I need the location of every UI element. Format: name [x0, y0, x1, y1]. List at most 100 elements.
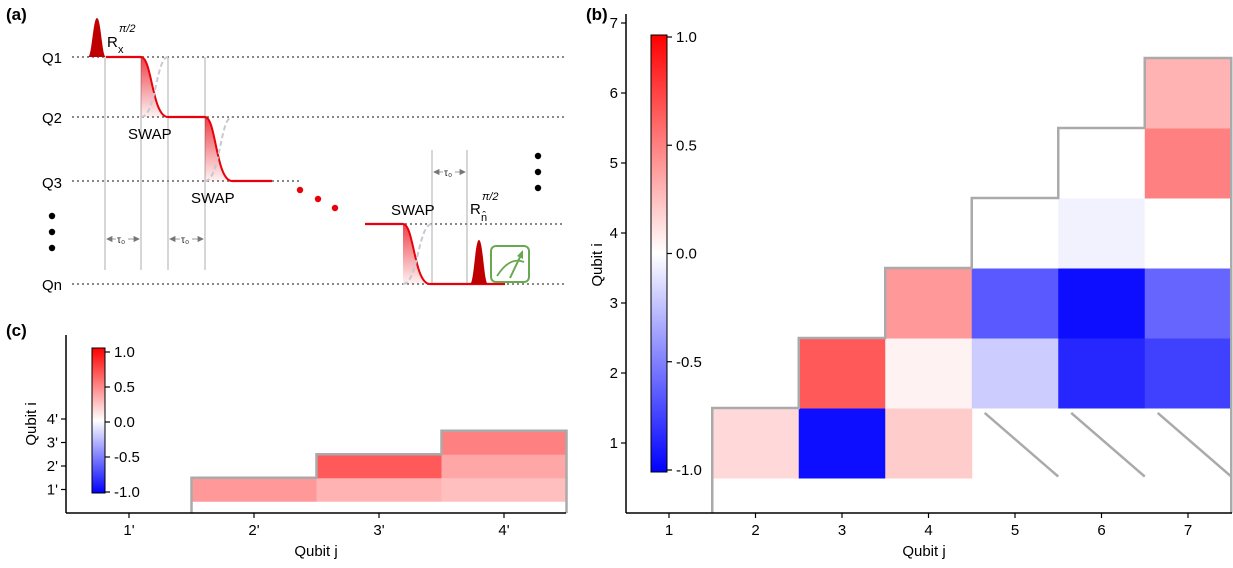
heatmap-cell: [1144, 128, 1232, 199]
colorbar-tick-label: -0.5: [114, 449, 140, 466]
heatmap-cell: [971, 338, 1059, 409]
x-tick-label: 1': [123, 522, 134, 539]
x-tick-label: 7: [1184, 522, 1192, 539]
heatmap-cell: [316, 477, 442, 502]
heatmap-b-xlabel: Qubit j: [902, 543, 945, 560]
heatmap-cell: [1144, 338, 1232, 409]
qubit-label-q1: Q1: [42, 50, 62, 67]
heatmap-cell: [1144, 268, 1232, 339]
heatmap-cell: [191, 477, 317, 502]
panel-label-a: (a): [6, 5, 27, 24]
heatmap-cell: [441, 454, 567, 479]
panel-label-c: (c): [6, 321, 27, 340]
swap-gate-n: [403, 224, 430, 284]
heatmap-b-boundary: [711, 56, 1233, 513]
colorbar-tick-label: 0.0: [114, 414, 135, 431]
heatmap-b-hatched: [983, 411, 1233, 478]
rn-pulse: [470, 240, 488, 284]
heatmap-cell: [1144, 58, 1232, 129]
heatmap-b-panel: (b) 1 2 3 4 5 6 7 1 2 3 4 5 6 7 Qubit j Qubit i 1.0 0…: [586, 5, 1233, 560]
colorbar-tick-label: 1.0: [114, 344, 135, 361]
heatmap-c-axes: [65, 335, 566, 514]
heatmap-c-xlabel: Qubit j: [294, 543, 337, 560]
heatmap-cell: [441, 477, 567, 502]
rn-superscript: π/2: [482, 191, 499, 203]
qubit-label-q3: Q3: [42, 175, 62, 192]
heatmap-cell: [1144, 198, 1232, 269]
y-tick-label: 4: [610, 225, 618, 242]
heatmap-cell: [1058, 128, 1146, 199]
heatmap-cell: [1058, 268, 1146, 339]
qubit-label-qn: Qn: [42, 277, 62, 294]
y-tick-label: 6: [610, 85, 618, 102]
colorbar-tick-label: -1.0: [114, 484, 140, 501]
tau-label-2: τ₀: [181, 235, 189, 246]
heatmap-cell: [971, 198, 1059, 269]
y-tick-label: 3': [47, 435, 58, 452]
heatmap-b-ylabel: Qubit i: [589, 243, 606, 286]
colorbar-tick-label: -0.5: [676, 354, 702, 371]
heatmap-b-cells: [712, 58, 1232, 479]
heatmap-cell: [971, 268, 1059, 339]
y-tick-label: 5: [610, 155, 618, 172]
hatch-mark: [983, 411, 1060, 478]
colorbar-b-ticks: 1.0 0.5 0.0 -0.5 -1.0: [667, 29, 702, 479]
ellipsis-left: [48, 212, 56, 252]
heatmap-c-cells: [191, 430, 567, 502]
heatmap-b-xticks: 1 2 3 4 5 6 7: [665, 513, 1192, 539]
y-tick-label: 1: [610, 435, 618, 452]
qubit-label-q2: Q2: [42, 110, 62, 127]
heatmap-c-panel: (c) 1' 2' 3' 4' 1' 2' 3' 4' Qubit j Qubit i 1.…: [6, 321, 568, 560]
measurement-meter-icon: [490, 245, 530, 283]
y-tick-label: 1': [47, 482, 58, 499]
colorbar-tick-label: 0.5: [676, 137, 697, 154]
colorbar-tick-label: -1.0: [676, 462, 702, 479]
heatmap-c-ylabel: Qubit i: [23, 402, 40, 445]
colorbar-c: [91, 347, 106, 494]
y-tick-label: 2: [610, 365, 618, 382]
heatmap-cell: [885, 268, 973, 339]
y-tick-label: 4': [47, 411, 58, 428]
heatmap-cell: [712, 408, 800, 479]
swap-gate-1: [141, 57, 168, 117]
rn-label: R: [470, 201, 481, 218]
hatch-mark: [1156, 411, 1233, 478]
rx-label: R: [107, 34, 118, 51]
rx-subscript: x: [118, 44, 124, 56]
colorbar-c-ticks: 1.0 0.5 0.0 -0.5 -1.0: [105, 344, 140, 501]
hatch-mark: [1070, 411, 1146, 478]
heatmap-cell: [885, 338, 973, 409]
ellipsis-right: [534, 152, 542, 192]
heatmap-cell: [798, 408, 886, 479]
colorbar-b: [650, 34, 668, 473]
heatmap-c-yticks: 1' 2' 3' 4': [47, 411, 66, 499]
colorbar-tick-label: 1.0: [676, 29, 697, 46]
x-tick-label: 2': [248, 522, 259, 539]
panel-label-b: (b): [586, 5, 608, 24]
ellipsis-red: [296, 186, 339, 212]
tau-label-3: τ₀: [444, 168, 452, 179]
heatmap-c-xticks: 1' 2' 3' 4': [123, 513, 510, 539]
x-tick-label: 6: [1097, 522, 1105, 539]
timing-lines: [104, 57, 468, 284]
x-tick-label: 1: [665, 522, 673, 539]
heatmap-cell: [316, 454, 442, 479]
circuit-panel: (a) Q1 Q2 Q3 Qn: [6, 5, 565, 294]
y-tick-label: 7: [610, 15, 618, 32]
x-tick-label: 3': [373, 522, 384, 539]
swap-gate-2: [205, 117, 232, 181]
y-tick-label: 2': [47, 458, 58, 475]
rx-superscript: π/2: [119, 23, 136, 35]
swap-label-2: SWAP: [191, 190, 235, 207]
rn-subscript: n̂: [481, 210, 487, 224]
x-tick-label: 2: [751, 522, 759, 539]
heatmap-cell: [798, 338, 886, 409]
swap-label-1: SWAP: [128, 126, 172, 143]
y-tick-label: 3: [610, 295, 618, 312]
heatmap-c-boundary: [190, 429, 568, 513]
x-tick-label: 4: [924, 522, 932, 539]
tau-label-1: τ₀: [117, 235, 125, 246]
heatmap-b-yticks: 1 2 3 4 5 6 7: [610, 15, 626, 452]
swap-label-n: SWAP: [391, 202, 435, 219]
